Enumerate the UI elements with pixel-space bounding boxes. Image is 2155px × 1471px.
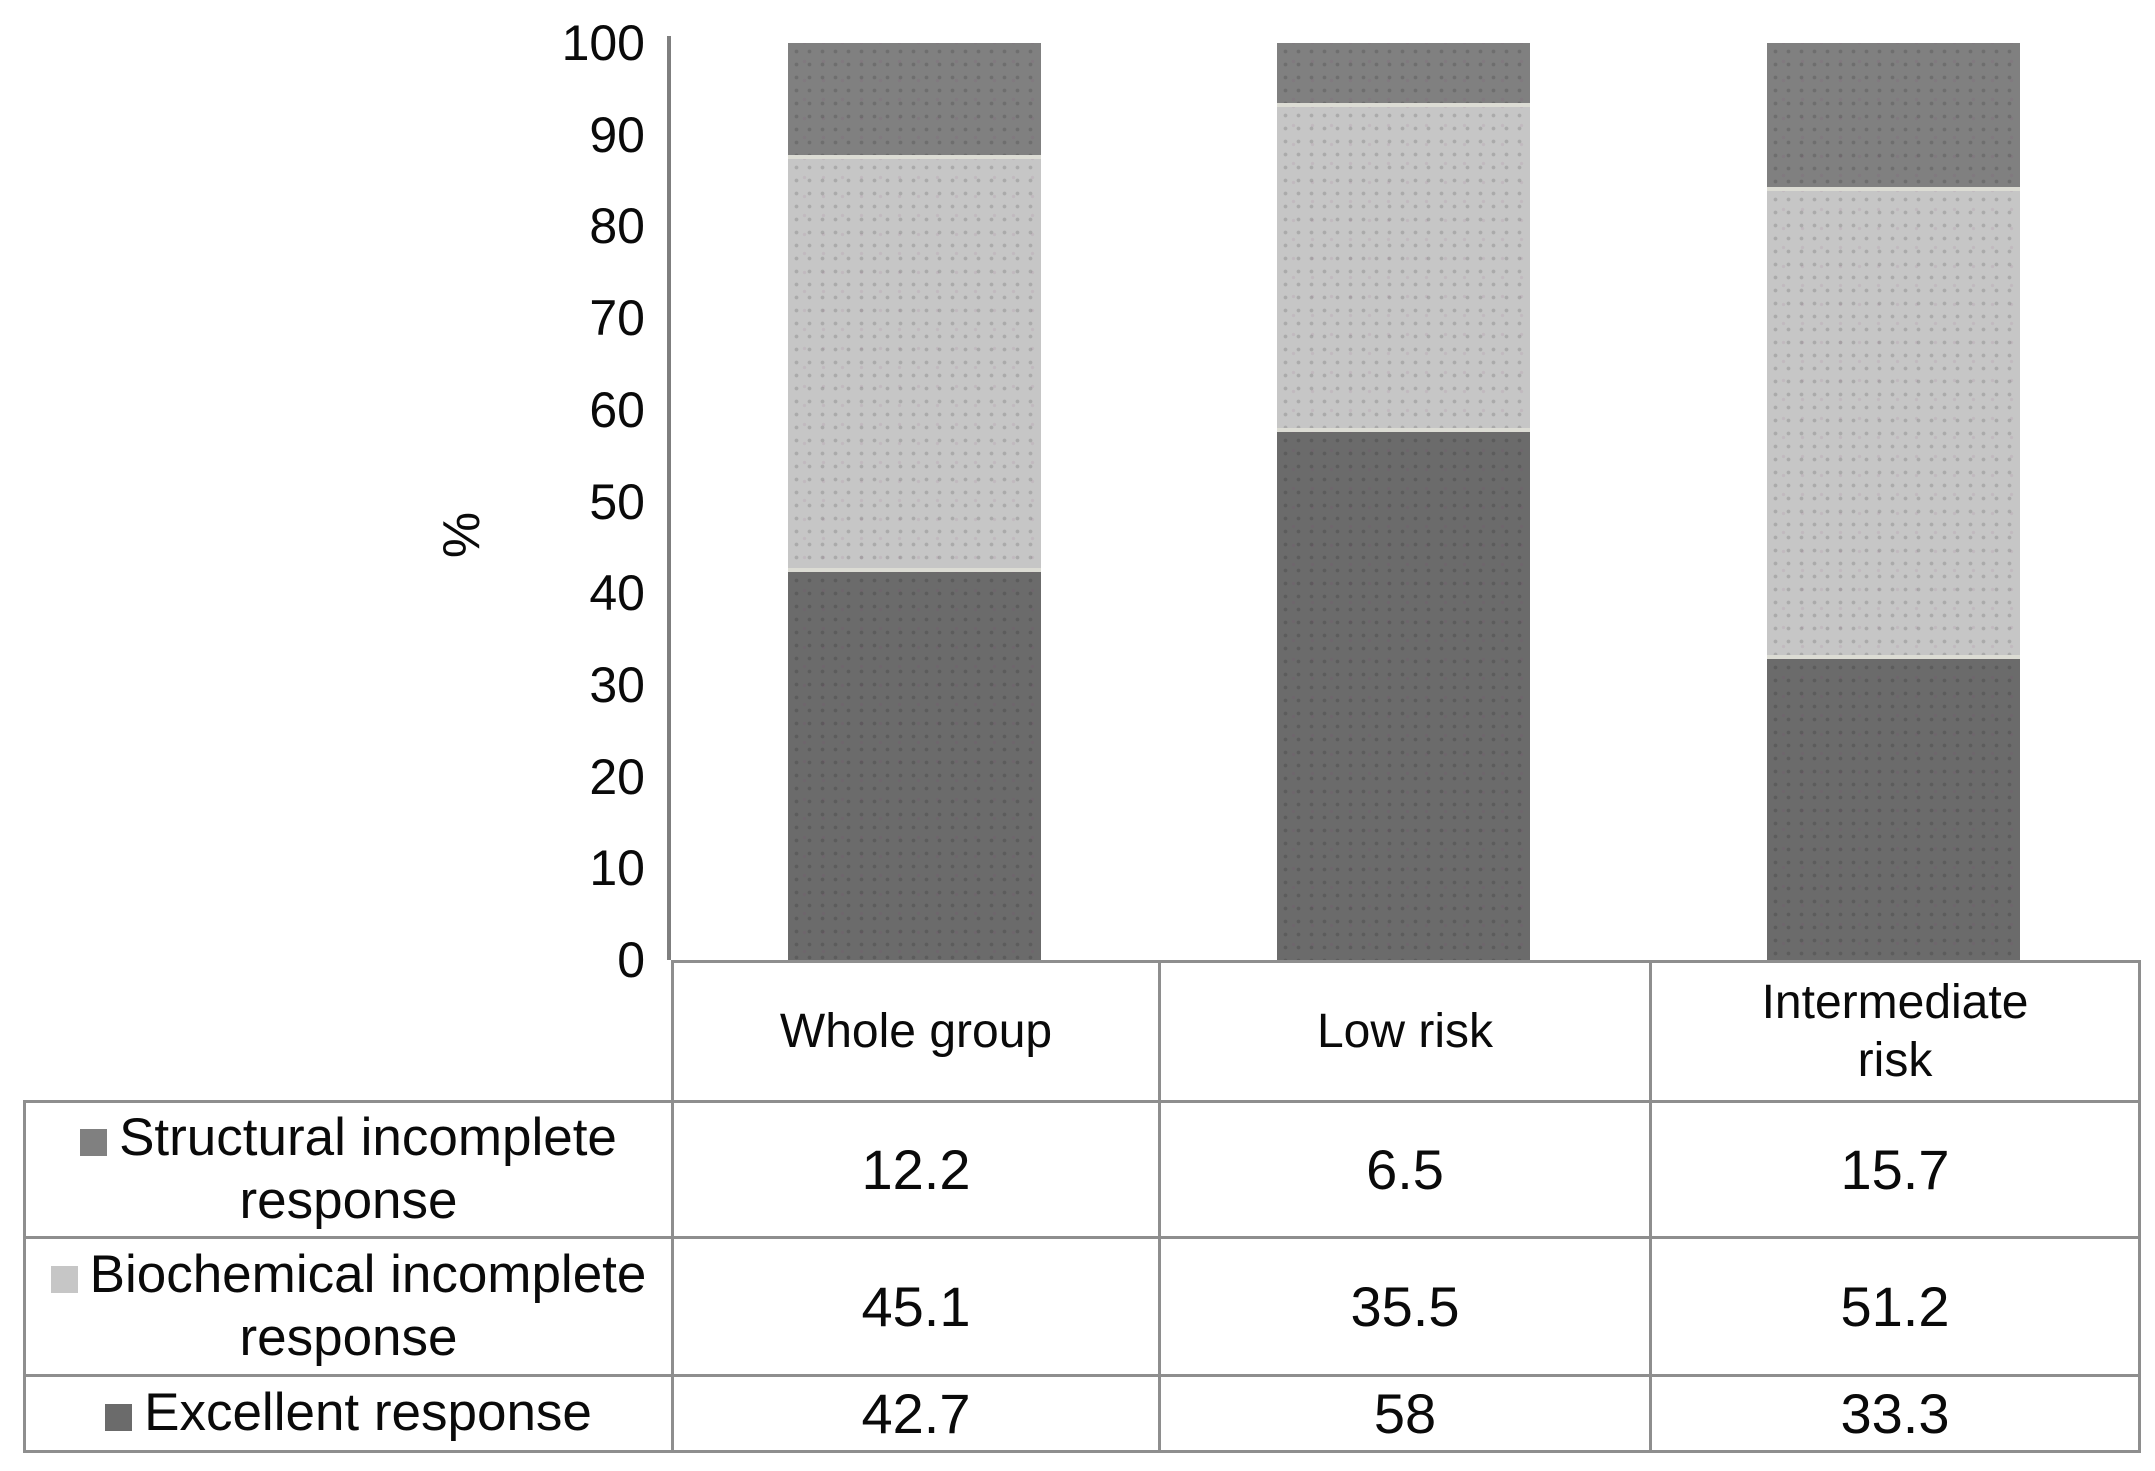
table-row-excellent: Excellent response 42.7 58 33.3	[23, 1374, 2141, 1454]
y-tick-label: 50	[589, 473, 645, 530]
value-cell: 15.7	[1649, 1099, 2141, 1240]
y-tick-label: 90	[589, 106, 645, 163]
table-row-biochemical: Biochemical incomplete response 45.1 35.…	[23, 1236, 2141, 1378]
bar-slot-whole-group	[671, 43, 1158, 960]
y-tick-label: 10	[589, 840, 645, 897]
bar-segment-biochemical	[1767, 186, 2020, 656]
bar-segment-structural	[1277, 43, 1530, 103]
y-tick-label: 20	[589, 748, 645, 805]
table-header-row: Whole group Low risk Intermediate risk	[25, 960, 2141, 1103]
y-tick-label: 0	[617, 932, 645, 988]
category-header-cell: Low risk	[1158, 960, 1652, 1103]
table-row-structural: Structural incomplete response 12.2 6.5 …	[23, 1099, 2141, 1240]
bar-segment-excellent	[1767, 655, 2020, 960]
legend-cell-excellent: Excellent response	[23, 1374, 674, 1454]
bar-intermediate-risk	[1767, 43, 2020, 960]
bar-low-risk	[1277, 43, 1530, 960]
value-cell: 35.5	[1158, 1236, 1652, 1378]
bar-segment-excellent	[1277, 428, 1530, 960]
bar-segment-structural	[788, 43, 1041, 155]
legend-label: Excellent response	[144, 1383, 592, 1443]
table-corner-blank-cell	[25, 962, 673, 1102]
plot-area	[671, 43, 2138, 960]
y-axis-line	[667, 36, 671, 960]
legend-cell-structural: Structural incomplete response	[23, 1099, 674, 1240]
y-tick-label: 60	[589, 381, 645, 438]
value-cell: 33.3	[1649, 1374, 2141, 1454]
bar-segment-structural	[1767, 43, 2020, 187]
value-cell: 42.7	[671, 1374, 1161, 1454]
y-tick-label: 30	[589, 656, 645, 713]
legend-swatch-biochemical-icon	[50, 1266, 78, 1294]
legend-label: Biochemical incomplete response	[89, 1245, 647, 1367]
category-header-cell: Whole group	[671, 960, 1161, 1103]
bar-whole-group	[788, 43, 1041, 960]
bar-segment-biochemical	[1277, 102, 1530, 429]
value-cell: 51.2	[1649, 1236, 2141, 1378]
bar-slot-intermediate-risk	[1649, 43, 2138, 960]
bar-segment-biochemical	[788, 154, 1041, 569]
bar-segment-excellent	[788, 568, 1041, 960]
category-header-cell: Intermediate risk	[1649, 960, 2141, 1103]
y-tick-label: 70	[589, 290, 645, 347]
value-cell: 58	[1158, 1374, 1652, 1454]
value-cell: 12.2	[671, 1099, 1161, 1240]
y-axis: 0 10 20 30 40 50 60 70 80 90 100	[430, 15, 655, 988]
bar-slot-low-risk	[1158, 43, 1649, 960]
legend-cell-biochemical: Biochemical incomplete response	[23, 1236, 674, 1378]
value-cell: 6.5	[1158, 1099, 1652, 1240]
legend-swatch-structural-icon	[80, 1129, 108, 1156]
legend-label: Structural incomplete response	[119, 1108, 617, 1230]
y-tick-label: 80	[589, 198, 645, 255]
legend-swatch-excellent-icon	[105, 1404, 133, 1432]
value-cell: 45.1	[671, 1236, 1161, 1378]
y-tick-label: 40	[589, 565, 645, 622]
data-table: Whole group Low risk Intermediate risk S…	[23, 960, 2141, 1454]
y-tick-label: 100	[561, 15, 645, 71]
